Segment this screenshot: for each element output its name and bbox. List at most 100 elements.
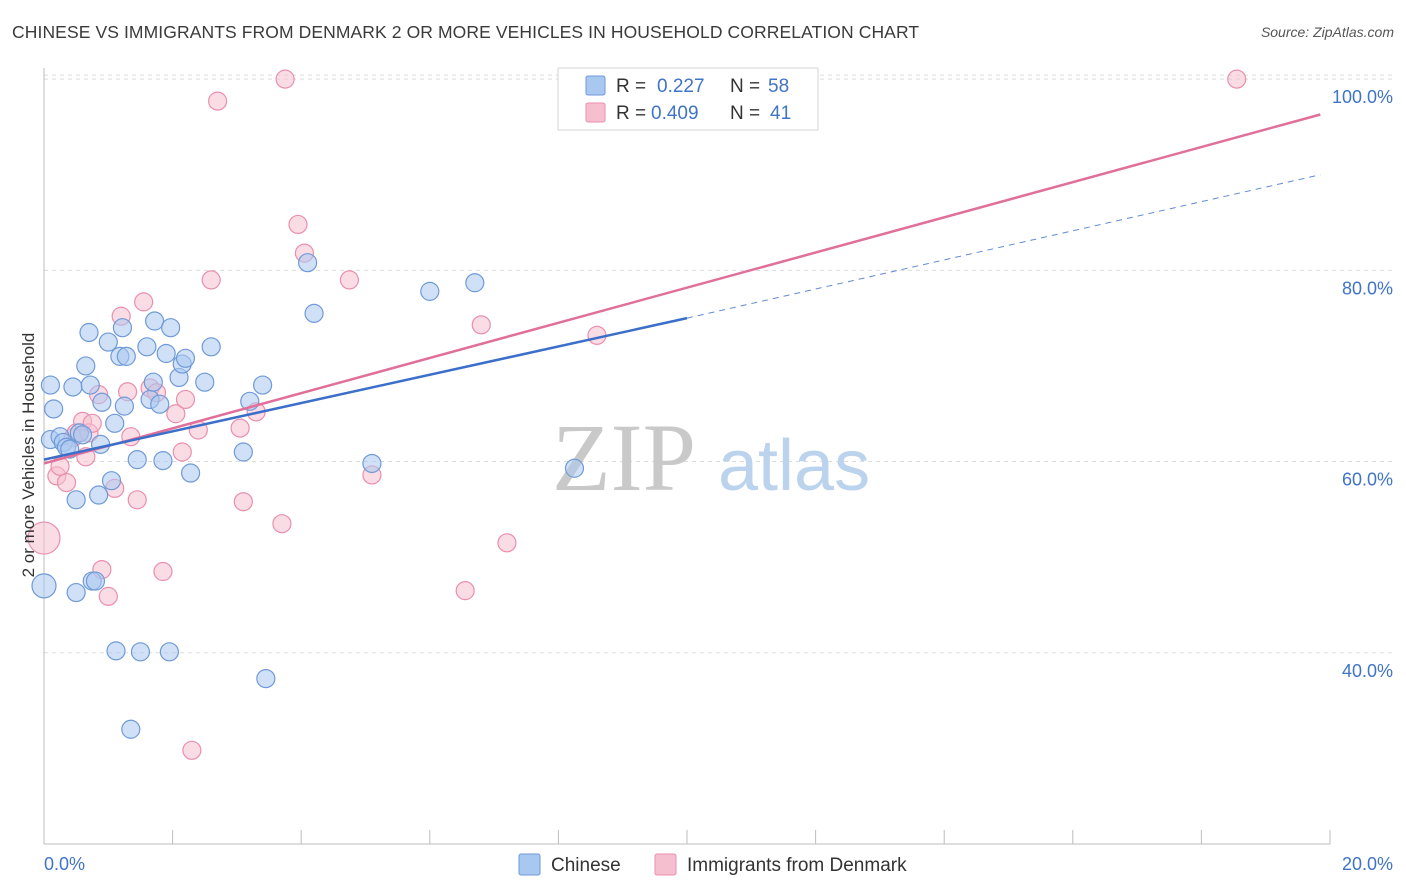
chinese-point [195, 372, 215, 392]
chinese-point [66, 582, 86, 603]
chinese-point [101, 471, 122, 491]
denmark-point [288, 214, 308, 235]
chinese-point [362, 453, 382, 474]
watermark-atlas: atlas [718, 426, 870, 506]
y-tick-label: 40.0% [1342, 661, 1393, 681]
chinese-point [116, 346, 136, 366]
denmark-point [471, 315, 491, 335]
watermark: ZIP atlas [552, 404, 870, 511]
chinese-point [80, 375, 100, 395]
x-tick-label: 0.0% [44, 854, 85, 874]
chinese-point [153, 451, 173, 471]
legend-swatch-denmark [654, 853, 677, 876]
denmark-point [497, 533, 517, 553]
stats-n-label-denmark: N = [730, 103, 760, 124]
chinese-point [72, 425, 93, 445]
legend-label-chinese: Chinese [551, 855, 621, 876]
chinese-point [156, 343, 176, 364]
chart-title: CHINESE VS IMMIGRANTS FROM DENMARK 2 OR … [12, 22, 920, 42]
chinese-point [175, 348, 196, 368]
chinese-point [63, 377, 83, 397]
legend-swatch-chinese [518, 853, 541, 876]
chinese-point [256, 668, 276, 689]
stats-legend: R = 0.227 N = 58 R = 0.409 N = 41 [557, 67, 819, 131]
chart-source: Source: ZipAtlas.com [1260, 24, 1394, 40]
axes [43, 68, 1331, 845]
denmark-point [98, 586, 118, 606]
stats-r-label-chinese: R = [616, 76, 646, 97]
chinese-point [564, 458, 585, 478]
stats-r-value-denmark: 0.409 [651, 103, 699, 124]
stats-swatch-chinese [585, 75, 606, 96]
denmark-point [27, 521, 61, 555]
denmark-point [166, 404, 186, 424]
chinese-point [105, 413, 125, 433]
stats-r-label-denmark: R = [616, 103, 646, 124]
chinese-point [106, 641, 126, 661]
chinese-trend-extension [686, 174, 1321, 319]
stats-n-value-chinese: 58 [768, 76, 789, 97]
legend-label-denmark: Immigrants from Denmark [687, 855, 907, 876]
denmark-point [230, 418, 250, 438]
y-tick-label: 80.0% [1342, 278, 1393, 298]
chinese-point [92, 392, 112, 412]
chinese-point [298, 253, 318, 273]
x-tick-labels: 0.0% 20.0% [44, 854, 1393, 874]
chinese-trend-line [43, 316, 688, 461]
chinese-point [253, 375, 273, 395]
chinese-point [420, 281, 440, 301]
chinese-point [304, 303, 324, 323]
stats-r-value-chinese: 0.227 [657, 76, 705, 97]
watermark-zip: ZIP [552, 404, 696, 511]
denmark-point [233, 492, 253, 512]
chinese-point [150, 394, 170, 414]
chinese-point [465, 273, 485, 293]
stats-swatch-denmark [585, 102, 606, 123]
denmark-trend-line [43, 113, 1321, 465]
chinese-point [79, 322, 99, 343]
denmark-point [201, 270, 221, 290]
chinese-point [112, 318, 133, 338]
y-tick-label: 60.0% [1342, 470, 1393, 490]
series-legend: Chinese Immigrants from Denmark [518, 853, 907, 876]
chinese-point [181, 463, 201, 483]
denmark-point [275, 69, 295, 89]
denmark-point [56, 472, 77, 493]
denmark-point [172, 442, 192, 462]
denmark-point [455, 581, 475, 601]
y-tick-label: 100.0% [1332, 87, 1393, 107]
chinese-point [233, 442, 253, 462]
denmark-point [208, 91, 228, 111]
denmark-point [175, 389, 196, 410]
y-tick-labels: 40.0% 60.0% 80.0% 100.0% [1332, 87, 1393, 681]
denmark-point [182, 740, 202, 760]
chinese-point [98, 332, 118, 352]
chinese-point [66, 490, 86, 510]
denmark-point [1227, 69, 1247, 89]
denmark-point [134, 292, 154, 312]
chinese-point [144, 311, 165, 331]
gridlines [44, 74, 1392, 654]
chinese-point [201, 337, 221, 357]
chinese-point [85, 571, 106, 591]
trend-lines [43, 113, 1321, 465]
chinese-point [114, 396, 134, 416]
chinese-point [130, 642, 151, 662]
chinese-point [76, 356, 96, 376]
chinese-point [137, 337, 157, 357]
chinese-point [44, 399, 64, 419]
stats-n-label-chinese: N = [730, 76, 760, 97]
stats-n-value-denmark: 41 [770, 103, 791, 124]
denmark-point [339, 270, 360, 290]
denmark-point [272, 514, 292, 534]
chinese-point [159, 642, 179, 662]
chinese-point [89, 485, 109, 505]
denmark-point [127, 490, 147, 510]
chinese-points [31, 253, 585, 739]
chinese-point [40, 375, 61, 395]
chinese-point [143, 372, 163, 392]
chinese-point [31, 573, 57, 599]
x-tick-label: 20.0% [1342, 854, 1393, 874]
chinese-point [121, 719, 141, 739]
